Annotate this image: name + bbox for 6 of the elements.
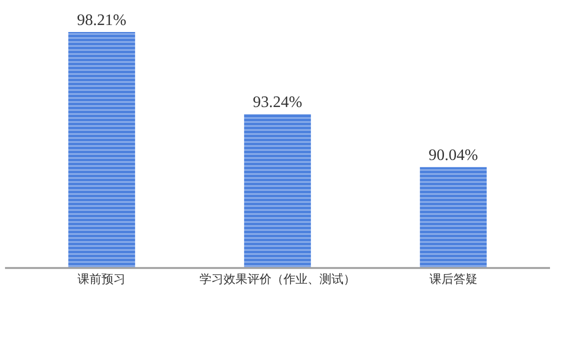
x-tick-label: 学习效果评价（作业、测试）	[200, 272, 356, 286]
data-label: 98.21%	[77, 12, 126, 29]
x-tick-label: 课前预习	[78, 272, 126, 286]
data-label: 90.04%	[428, 147, 478, 164]
data-label: 93.24%	[252, 94, 302, 112]
x-tick-label: 课后答疑	[429, 272, 478, 286]
